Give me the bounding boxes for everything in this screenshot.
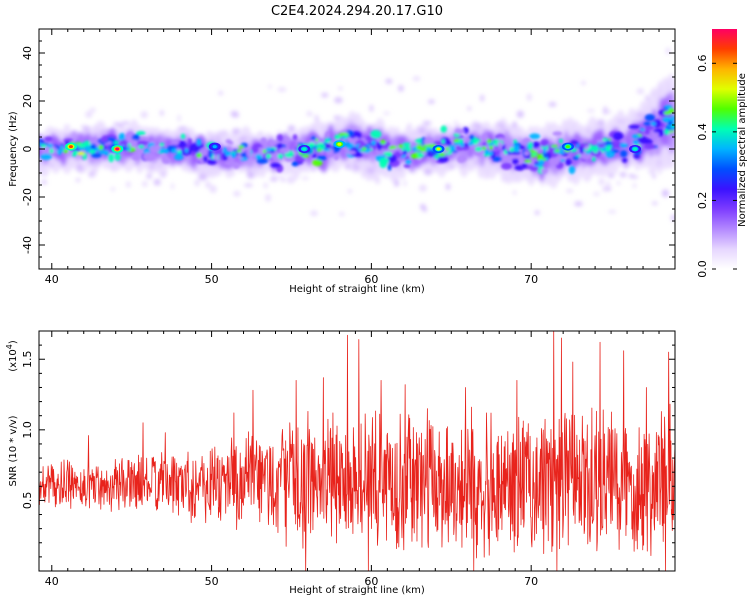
snr-line	[39, 331, 675, 571]
x-tick-label: 40	[45, 273, 59, 286]
colorbar-tick-label: 0.6	[696, 55, 709, 73]
y-tick-label: 20	[21, 94, 34, 108]
x-tick-label: 50	[205, 575, 219, 588]
spectral-peak	[629, 145, 642, 153]
colorbar-gradient	[712, 29, 737, 269]
spectrogram-x-axis-label: Height of straight line (km)	[289, 284, 425, 295]
x-tick-label: 70	[524, 575, 538, 588]
spectral-peak	[561, 142, 574, 151]
colorbar-tick-label: 0.4	[696, 123, 709, 141]
x-tick-label: 60	[364, 273, 378, 286]
colorbar: 0.0 0.2 0.4 0.6 Normalized spectral amplitu…	[696, 29, 748, 278]
snr-multiplier-base: (x10	[8, 349, 19, 372]
snr-x-axis-label: Height of straight line (km)	[289, 585, 425, 596]
colorbar-tick-label: 0.0	[696, 260, 709, 278]
colorbar-ticks: 0.0 0.2 0.4 0.6	[696, 55, 737, 278]
colorbar-label: Normalized spectral amplitude	[737, 73, 748, 227]
y-tick-label: 1.5	[21, 350, 34, 368]
snr-panel: 40 50 60 70 0.5 1.0 1.5 Height of straight lin…	[5, 330, 676, 596]
y-tick-label: -20	[21, 188, 34, 206]
y-tick-label: 0	[21, 146, 34, 153]
colorbar-tick-label: 0.2	[696, 192, 709, 210]
y-tick-label: 1.0	[21, 421, 34, 439]
snr-multiplier-exp: 4	[5, 344, 14, 349]
snr-ticks: 40 50 60 70 0.5 1.0 1.5	[21, 331, 676, 588]
snr-multiplier-label: (x104)	[5, 340, 19, 372]
spectrogram-ticks: 40 50 60 70 -40 -20 0 20 40	[21, 28, 676, 286]
x-tick-label: 60	[364, 575, 378, 588]
snr-series	[39, 331, 675, 571]
x-tick-label: 50	[205, 273, 219, 286]
spectrogram-panel: 40 50 60 70 -40 -20 0 20 40 Height of straight l…	[8, 28, 676, 295]
spectrogram-y-axis-label: Frequency (Hz)	[8, 111, 19, 187]
spectral-peak	[111, 145, 124, 153]
snr-y-axis-label: SNR (10 * v/v)	[8, 415, 19, 486]
x-tick-label: 70	[524, 273, 538, 286]
spectral-peak	[298, 145, 311, 153]
spectral-peak	[432, 145, 445, 153]
snr-frame	[38, 330, 676, 572]
spectral-peak	[333, 140, 346, 149]
y-tick-label: 0.5	[21, 492, 34, 510]
chart-title: C2E4.2024.294.20.17.G10	[271, 4, 443, 19]
y-tick-label: 40	[21, 46, 34, 60]
snr-multiplier-close: )	[8, 340, 19, 344]
spectral-peak	[208, 142, 221, 151]
y-tick-label: -40	[21, 236, 34, 254]
spectrogram-heatmap	[39, 47, 675, 222]
spectral-peak	[64, 142, 77, 151]
x-tick-label: 40	[45, 575, 59, 588]
